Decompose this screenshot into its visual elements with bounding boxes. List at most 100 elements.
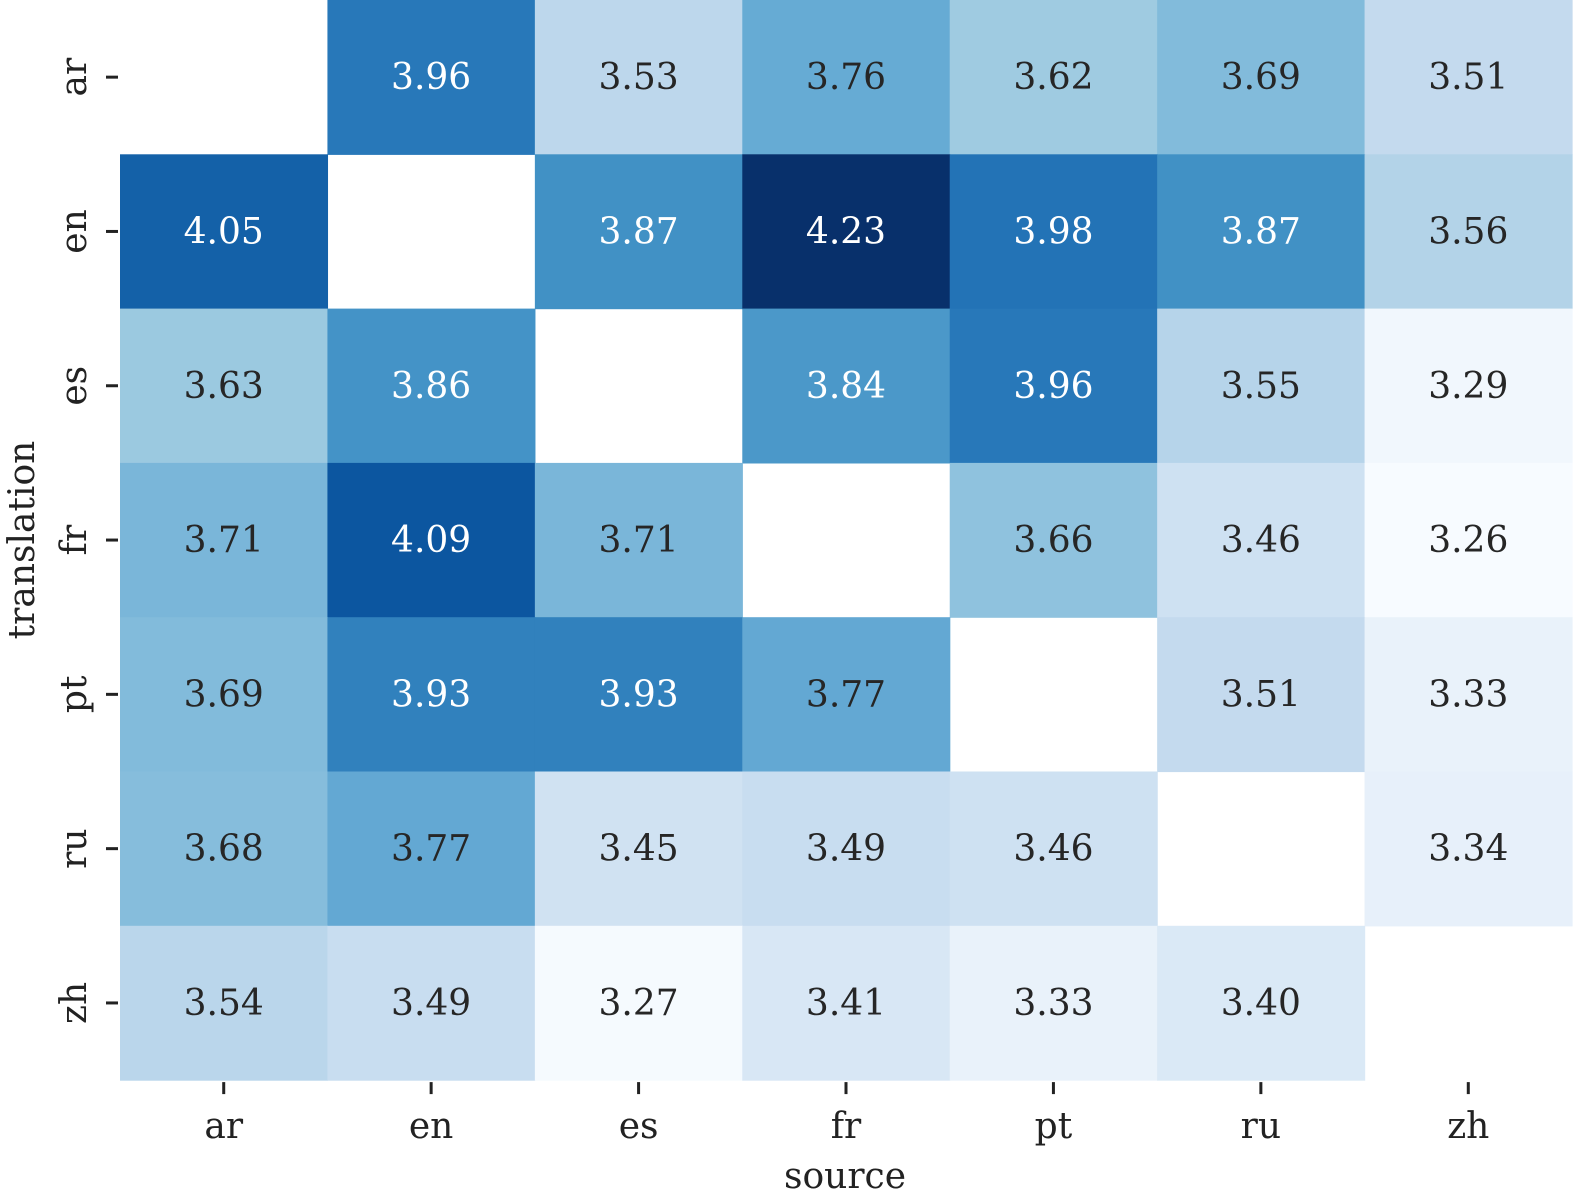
heatmap-cell-es-fr: [742, 308, 951, 464]
heatmap-cell-zh-es: [534, 925, 743, 1081]
data-label-ar-es: 3.53: [599, 57, 679, 98]
data-label-fr-ar: 3.71: [184, 520, 264, 561]
heatmap-cell-en-pt: [949, 154, 1158, 310]
heatmap-cell-fr-zh: [1364, 462, 1573, 618]
data-label-zh-pt: 3.33: [1013, 983, 1093, 1024]
y-axis-title: translation: [2, 441, 43, 640]
heatmap-cell-pt-es: [534, 617, 743, 773]
x-tick-label-en: en: [409, 1106, 454, 1147]
heatmap-cell-zh-pt: [949, 925, 1158, 1081]
heatmap-cell-es-ar: [120, 308, 329, 464]
heatmap-cell-en-fr: [742, 154, 951, 310]
heatmap-cell-ar-zh: [1364, 0, 1573, 155]
data-label-en-es: 3.87: [599, 211, 679, 252]
heatmap-cell-ar-en: [327, 0, 536, 155]
heatmap-cell-ru-pt: [949, 771, 1158, 927]
heatmap-cell-fr-pt: [949, 462, 1158, 618]
heatmap-cell-pt-fr: [742, 617, 951, 773]
data-label-ar-ru: 3.69: [1221, 57, 1301, 98]
x-axis-title: source: [784, 1156, 906, 1197]
data-label-ru-zh: 3.34: [1428, 829, 1508, 870]
data-label-es-ru: 3.55: [1221, 366, 1301, 407]
y-axis: ar en es fr pt ru zh: [54, 57, 118, 1024]
y-tick-label-pt: pt: [54, 675, 95, 713]
y-tick-label-ar: ar: [54, 57, 95, 96]
data-label-zh-ru: 3.40: [1221, 983, 1301, 1024]
data-label-en-fr: 4.23: [806, 211, 886, 252]
heatmap-cell-ru-es: [534, 771, 743, 927]
data-label-pt-zh: 3.33: [1428, 674, 1508, 715]
data-label-es-fr: 3.84: [806, 366, 886, 407]
y-tick-label-zh: zh: [54, 982, 95, 1024]
x-tick-label-ar: ar: [204, 1106, 243, 1147]
data-label-en-pt: 3.98: [1013, 211, 1093, 252]
data-label-zh-fr: 3.41: [806, 983, 886, 1024]
data-label-en-ar: 4.05: [184, 211, 264, 252]
data-label-es-zh: 3.29: [1428, 366, 1508, 407]
data-label-fr-zh: 3.26: [1428, 520, 1508, 561]
y-tick-label-en: en: [54, 209, 95, 254]
y-tick-label-ru: ru: [54, 828, 95, 868]
heatmap-cell-en-ru: [1157, 154, 1366, 310]
x-tick-label-fr: fr: [831, 1106, 862, 1147]
heatmap-cell-pt-en: [327, 617, 536, 773]
heatmap-cell-fr-ru: [1157, 462, 1366, 618]
heatmap-cell-pt-ar: [120, 617, 329, 773]
data-label-en-ru: 3.87: [1221, 211, 1301, 252]
heatmap-cell-ru-en: [327, 771, 536, 927]
heatmap-cell-pt-ru: [1157, 617, 1366, 773]
data-label-ar-zh: 3.51: [1428, 57, 1508, 98]
data-label-ru-fr: 3.49: [806, 829, 886, 870]
data-label-pt-ar: 3.69: [184, 674, 264, 715]
heatmap-cell-ar-pt: [949, 0, 1158, 155]
heatmap-cell-ru-zh: [1364, 771, 1573, 927]
x-tick-label-zh: zh: [1447, 1106, 1489, 1147]
heatmap-cell-zh-fr: [742, 925, 951, 1081]
data-label-ar-en: 3.96: [391, 57, 471, 98]
data-label-es-pt: 3.96: [1013, 366, 1093, 407]
data-label-ru-ar: 3.68: [184, 829, 264, 870]
heatmap-cell-es-en: [327, 308, 536, 464]
heatmap-cell-pt-zh: [1364, 617, 1573, 773]
data-label-pt-en: 3.93: [391, 674, 471, 715]
heatmap-cell-ru-fr: [742, 771, 951, 927]
heatmap-cell-en-ar: [120, 154, 329, 310]
data-label-ru-en: 3.77: [391, 829, 471, 870]
data-label-zh-es: 3.27: [599, 983, 679, 1024]
heatmap-cell-zh-ar: [120, 925, 329, 1081]
heatmap-cell-ru-ar: [120, 771, 329, 927]
data-label-ar-pt: 3.62: [1013, 57, 1093, 98]
heatmap-cell-ar-fr: [742, 0, 951, 155]
data-label-pt-ru: 3.51: [1221, 674, 1301, 715]
x-tick-label-ru: ru: [1241, 1106, 1281, 1147]
data-label-pt-fr: 3.77: [806, 674, 886, 715]
heatmap-cell-fr-en: [327, 462, 536, 618]
heatmap-cell-es-pt: [949, 308, 1158, 464]
data-label-ar-fr: 3.76: [806, 57, 886, 98]
data-label-fr-pt: 3.66: [1013, 520, 1093, 561]
data-label-ru-es: 3.45: [599, 829, 679, 870]
heatmap-cell-ar-ru: [1157, 0, 1366, 155]
x-tick-label-pt: pt: [1035, 1106, 1073, 1147]
heatmap-cell-fr-ar: [120, 462, 329, 618]
y-tick-label-es: es: [54, 366, 95, 406]
heatmap-cells: 3.96 3.53 3.76 3.62 3.69 3.51 4.05 3.87 4.23 3.98…: [120, 0, 1573, 1081]
heatmap-cell-es-ru: [1157, 308, 1366, 464]
data-label-zh-ar: 3.54: [184, 983, 264, 1024]
data-label-zh-en: 3.49: [391, 983, 471, 1024]
heatmap-cell-zh-ru: [1157, 925, 1366, 1081]
heatmap-cell-en-zh: [1364, 154, 1573, 310]
heatmap-cell-fr-es: [534, 462, 743, 618]
data-label-fr-es: 3.71: [599, 520, 679, 561]
data-label-fr-ru: 3.46: [1221, 520, 1301, 561]
heatmap-cell-en-es: [534, 154, 743, 310]
y-tick-label-fr: fr: [54, 524, 95, 555]
data-label-fr-en: 4.09: [391, 520, 471, 561]
heatmap-cell-zh-en: [327, 925, 536, 1081]
x-axis: ar en es fr pt ru zh: [204, 1082, 1489, 1147]
x-tick-label-es: es: [619, 1106, 659, 1147]
data-label-es-en: 3.86: [391, 366, 471, 407]
data-label-ru-pt: 3.46: [1013, 829, 1093, 870]
data-label-pt-es: 3.93: [599, 674, 679, 715]
